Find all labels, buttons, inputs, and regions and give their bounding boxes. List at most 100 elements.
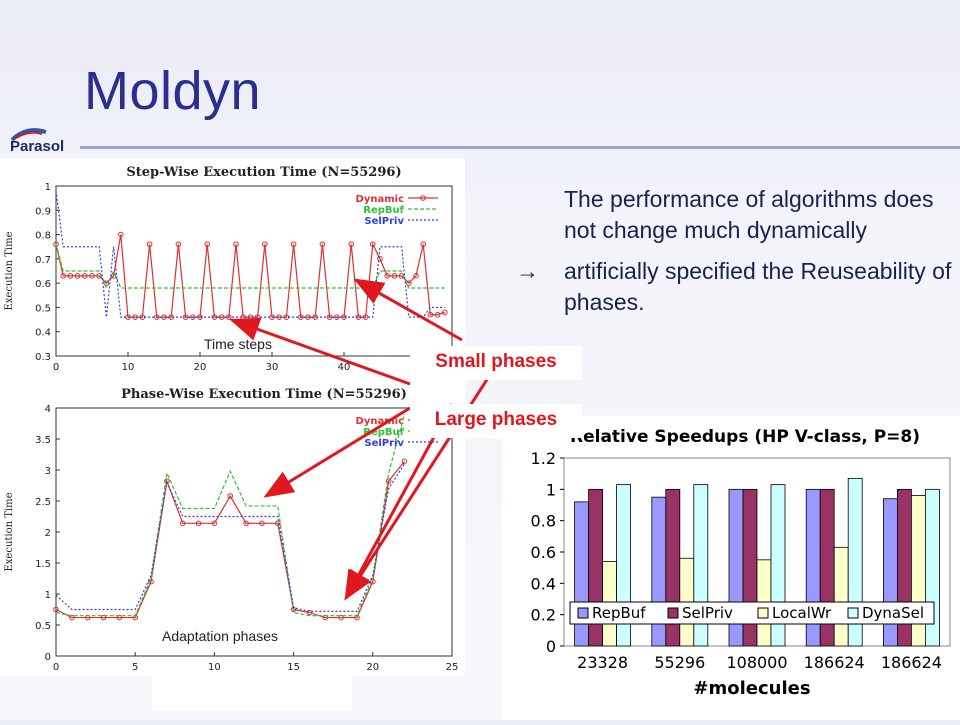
phase-point-dynamic: [401, 458, 408, 465]
speedup-y-tick-label: 0.6: [531, 543, 556, 562]
phase-point-dynamic: [243, 520, 249, 527]
step-series-dynamic-line: [55, 234, 445, 318]
speedup-legend-box: [569, 601, 935, 625]
bullet-text: artificially specified the Reuseability …: [564, 258, 952, 315]
speedup-chart-panel: Relative Speedups (HP V-class, P=8) 0 0.2 0…: [502, 416, 960, 720]
step-x-tick-label: 40: [338, 362, 351, 373]
phase-point-dynamic: [195, 520, 202, 527]
step-point-dynamic: [262, 241, 268, 248]
phase-y-axis-label: Execution Time: [4, 492, 15, 571]
step-y-tick-label: 1: [45, 182, 51, 193]
phase-point-dynamic: [179, 520, 186, 527]
phase-point-dynamic: [259, 520, 265, 527]
step-point-dynamic: [182, 314, 189, 320]
phase-x-tick-label: 10: [208, 662, 221, 673]
phase-x-tick-label: 5: [132, 662, 138, 673]
slide-title: Moldyn: [84, 61, 262, 121]
step-legend-marker: [420, 195, 426, 201]
speedup-y-tick-label: 0: [546, 637, 556, 656]
phase-y-tick-label: 1.5: [35, 559, 51, 570]
speedup-legend-swatch: [757, 607, 769, 619]
phase-y-tick-label: 0: [45, 652, 51, 663]
large-phases-callout: Large phases: [410, 404, 582, 438]
step-y-tick-label: 0.5: [35, 303, 51, 314]
adaptation-phases-label: Adaptation phases: [162, 628, 278, 644]
phase-y-tick-label: 4: [45, 404, 51, 415]
step-point-dynamic: [74, 273, 81, 279]
step-point-dynamic: [391, 273, 398, 279]
step-point-dynamic: [226, 314, 232, 320]
speedup-legend-label: RepBuf: [592, 604, 646, 622]
speedup-chart: Relative Speedups (HP V-class, P=8) 0 0.2 0…: [531, 427, 951, 699]
speedup-y-tick-label: 0.8: [531, 512, 556, 531]
speedup-x-tick-label: 186624: [804, 653, 865, 672]
step-y-tick-label: 0.9: [35, 206, 51, 217]
time-steps-label: Time steps: [204, 336, 272, 352]
step-point-dynamic: [89, 273, 95, 279]
step-x-tick-label: 30: [266, 362, 279, 373]
phase-legend-label: RepBuf: [363, 427, 404, 438]
speedup-x-axis-label: #molecules: [693, 678, 810, 699]
step-point-dynamic: [233, 241, 239, 248]
step-point-dynamic: [370, 241, 376, 248]
step-series-selpriv-line: [55, 190, 445, 318]
phase-x-tick-label: 25: [446, 662, 459, 673]
phase-legend-label: SelPriv: [364, 438, 404, 449]
step-y-axis-label: Execution Time: [4, 231, 15, 310]
speedup-legend-label: SelPriv: [682, 604, 733, 622]
phase-point-dynamic: [306, 609, 313, 616]
step-point-dynamic: [146, 241, 153, 248]
step-x-tick-label: 20: [194, 362, 207, 373]
step-point-dynamic: [118, 231, 124, 238]
step-point-dynamic: [420, 241, 427, 248]
phase-title: Phase-Wise Execution Time (N=55296): [121, 387, 407, 402]
bullet-list: The performance of algorithms does not c…: [516, 184, 956, 328]
title-divider: [80, 146, 960, 149]
phase-point-dynamic: [338, 614, 344, 621]
phase-point-dynamic: [148, 578, 154, 585]
phase-y-tick-label: 2.5: [35, 497, 51, 508]
step-point-dynamic: [67, 273, 74, 279]
speedup-y-tick-label: 0.4: [531, 574, 556, 593]
step-y-tick-label: 0.8: [35, 231, 51, 242]
step-point-dynamic: [218, 314, 225, 320]
step-x-tick-label: 0: [53, 362, 59, 373]
phase-point-dynamic: [100, 614, 107, 621]
bullet-item: → artificially specified the Reuseability…: [516, 256, 956, 318]
phase-legend-label: Dynamic: [356, 416, 405, 427]
small-phases-callout: Small phases: [410, 346, 582, 380]
step-point-dynamic: [348, 241, 355, 248]
phase-series-selpriv-line: [55, 463, 405, 612]
speedup-y-tick-label: 0.2: [531, 606, 556, 625]
speedup-legend-label: DynaSel: [862, 604, 924, 622]
step-legend-label: Dynamic: [356, 194, 405, 205]
arrow-bullet-marker: →: [516, 258, 539, 284]
bar-localwr: [833, 546, 849, 647]
phase-y-tick-label: 3.5: [35, 435, 51, 446]
step-point-dynamic: [384, 273, 391, 279]
phase-point-dynamic: [211, 520, 218, 527]
chart-strip: [152, 676, 352, 710]
speedup-x-tick-label: 186624: [881, 653, 942, 672]
phase-point-dynamic: [274, 520, 281, 527]
step-point-dynamic: [377, 256, 383, 262]
bullet-item: The performance of algorithms does not c…: [516, 184, 956, 246]
step-point-dynamic: [82, 273, 88, 279]
phase-point-dynamic: [53, 606, 59, 613]
step-legend-label: SelPriv: [364, 216, 404, 227]
phase-series-dynamic-line: [55, 460, 405, 619]
step-legend-label: RepBuf: [363, 205, 404, 216]
step-point-dynamic: [175, 241, 182, 248]
phase-y-tick-label: 3: [45, 466, 51, 477]
step-wise-chart: Step-Wise Execution Time (N=55296) 0.3 0.4…: [4, 165, 453, 373]
logo-text: Parasol: [10, 138, 65, 155]
bullet-text: The performance of algorithms does not c…: [564, 186, 934, 243]
step-y-tick-label: 0.4: [35, 328, 51, 339]
step-point-dynamic: [154, 314, 160, 320]
step-point-dynamic: [290, 241, 297, 248]
speedup-title: Relative Speedups (HP V-class, P=8): [570, 427, 920, 447]
phase-point-dynamic: [69, 614, 75, 621]
step-point-dynamic: [190, 314, 196, 320]
speedup-legend-swatch: [577, 607, 589, 619]
speedup-x-tick-label: 55296: [654, 653, 705, 672]
